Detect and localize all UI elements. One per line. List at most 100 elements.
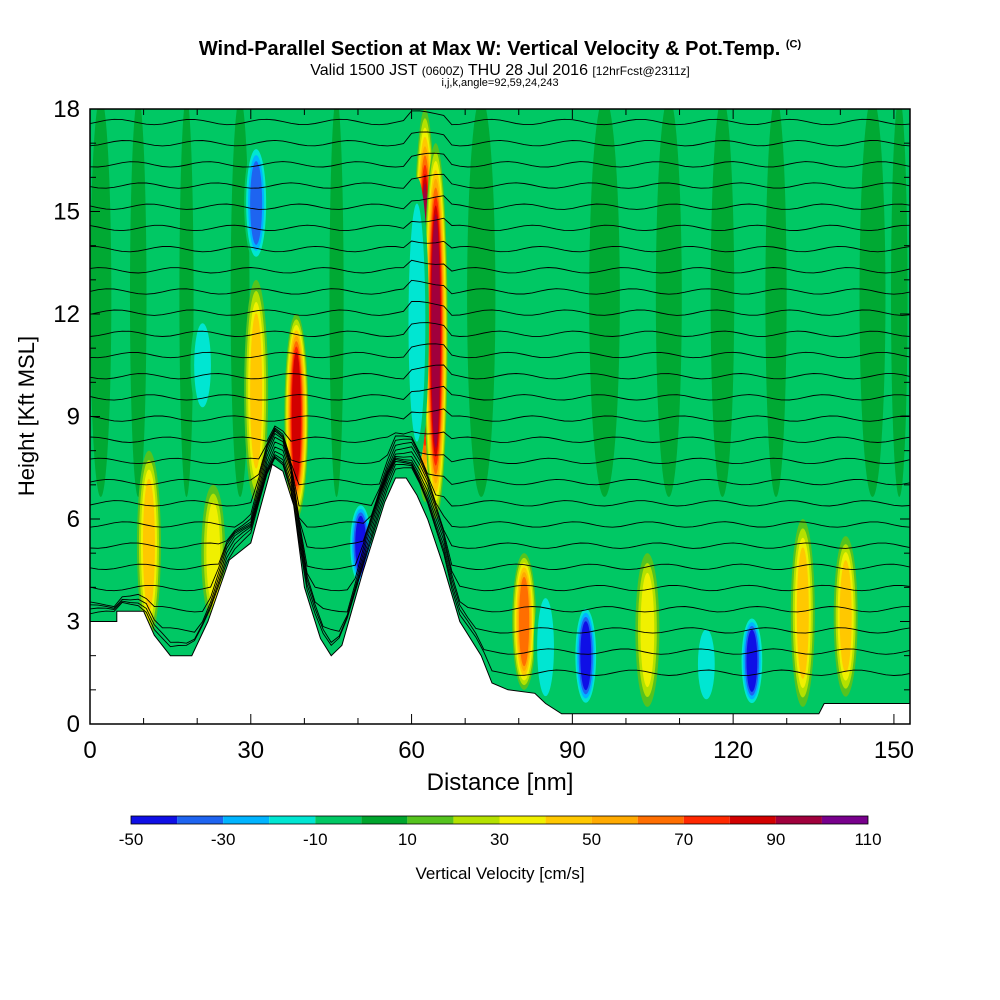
isentrope-line: [90, 430, 910, 507]
colorbar-swatch: [223, 816, 270, 824]
x-tick-label: 120: [713, 737, 753, 764]
colorbar-frame: [130, 815, 869, 825]
x-tick-label: 0: [83, 737, 96, 764]
terrain-mask: [89, 463, 911, 725]
field-band: [710, 109, 735, 497]
colorbar-swatch: [729, 816, 776, 824]
isentrope-line: [90, 301, 910, 316]
colorbar-swatch: [637, 816, 684, 824]
isentrope-line: [90, 343, 910, 359]
colorbar-swatch: [315, 816, 362, 824]
chart-indices: i,j,k,angle=92,59,24,243: [441, 77, 559, 89]
y-tick-label: 12: [53, 301, 80, 328]
field-band: [859, 109, 886, 497]
isentrope-line: [90, 441, 910, 571]
x-axis-label: Distance [nm]: [427, 769, 574, 796]
colorbar-swatch: [269, 816, 316, 824]
isentrope-line: [90, 131, 910, 147]
colorbar-tick-label: 70: [674, 830, 693, 849]
isentrope-line: [90, 173, 910, 189]
title-copyright-tag: (C): [785, 38, 802, 51]
isentrope-line: [90, 450, 910, 613]
isentrope-line: [90, 455, 910, 655]
isentrope-line: [90, 364, 910, 380]
colorbar-swatch: [131, 816, 178, 824]
downdraft-core: [194, 323, 211, 408]
colorbar-swatch: [775, 816, 822, 824]
colorbar-swatch: [177, 816, 224, 824]
isentrope-line: [90, 428, 910, 486]
updraft-core: [640, 572, 655, 688]
colorbar-swatch: [821, 816, 868, 824]
isentrope-line: [90, 446, 910, 592]
colorbar-swatch: [453, 816, 500, 824]
field-band: [891, 109, 908, 497]
y-tick-label: 6: [67, 506, 80, 533]
updraft-core: [431, 214, 441, 448]
isentrope-line: [90, 279, 910, 295]
colorbar-tick-label: 10: [398, 830, 417, 849]
chart-subtitle: Valid 1500 JST (0600Z) THU 28 Jul 2016 […: [310, 62, 690, 79]
potential-temperature-contours: [90, 90, 910, 676]
field-band: [179, 109, 194, 497]
colorbar-tick-label: -50: [119, 830, 144, 849]
isentrope-line: [90, 425, 910, 443]
isentrope-line: [90, 217, 910, 232]
y-tick-label: 9: [67, 404, 80, 431]
isentrope-line: [90, 322, 910, 337]
y-tick-label: 18: [53, 96, 80, 123]
updraft-core: [291, 351, 301, 482]
downdraft-core: [537, 598, 554, 697]
downdraft-core: [250, 161, 263, 245]
colorbar-swatch: [407, 816, 454, 824]
field-band: [329, 109, 344, 497]
x-tick-label: 60: [398, 737, 425, 764]
isentrope-line: [90, 432, 910, 528]
colorbar-label: Vertical Velocity [cm/s]: [415, 864, 585, 883]
downdraft-core: [697, 629, 715, 700]
downdraft-core: [746, 629, 758, 692]
isentrope-line: [90, 427, 910, 465]
isentrope-line: [90, 457, 910, 676]
downdraft-core: [408, 203, 426, 442]
colorbar-swatch: [683, 816, 730, 824]
isentrope-line: [90, 240, 910, 253]
colorbar-swatch: [591, 816, 638, 824]
colorbar-tick-label: 110: [854, 830, 881, 849]
isentrope-line: [90, 195, 910, 210]
isentrope-line: [90, 90, 910, 104]
colorbar-tick-label: -10: [303, 830, 328, 849]
downdraft-core: [580, 621, 592, 691]
x-tick-label: 30: [237, 737, 264, 764]
field-band: [467, 109, 496, 497]
colorbar-swatch: [361, 816, 408, 824]
y-tick-label: 0: [67, 711, 80, 738]
updraft-core: [796, 547, 809, 679]
updraft-core: [839, 560, 852, 673]
isentrope-line: [90, 385, 910, 401]
colorbar-tick-label: -30: [211, 830, 236, 849]
field-band: [129, 109, 147, 497]
colorbar-tick-label: 90: [766, 830, 785, 849]
colorbar-tick-label: 30: [490, 830, 509, 849]
colorbar: -50 -30 -10 10 30 50 70 90 110: [119, 815, 882, 849]
isentrope-line: [90, 436, 910, 549]
isentrope-line: [90, 152, 910, 168]
isentrope-line: [90, 259, 910, 274]
isentrope-line: [90, 453, 910, 634]
y-tick-label: 3: [67, 609, 80, 636]
colorbar-swatch: [499, 816, 546, 824]
isentrope-line: [90, 408, 910, 422]
updraft-core: [250, 313, 263, 469]
colorbar-tick-label: 50: [582, 830, 601, 849]
isentrope-line: [90, 110, 910, 126]
axes: 0 30 60 90 120 150 0 3 6 9 12 15 18: [53, 96, 914, 764]
x-tick-label: 150: [874, 737, 914, 764]
field-band: [655, 109, 682, 497]
chart-title: Wind-Parallel Section at Max W: Vertical…: [198, 38, 802, 60]
x-tick-label: 90: [559, 737, 586, 764]
y-tick-label: 15: [53, 199, 80, 226]
colorbar-swatch: [545, 816, 592, 824]
y-axis-label: Height [Kft MSL]: [14, 336, 39, 496]
